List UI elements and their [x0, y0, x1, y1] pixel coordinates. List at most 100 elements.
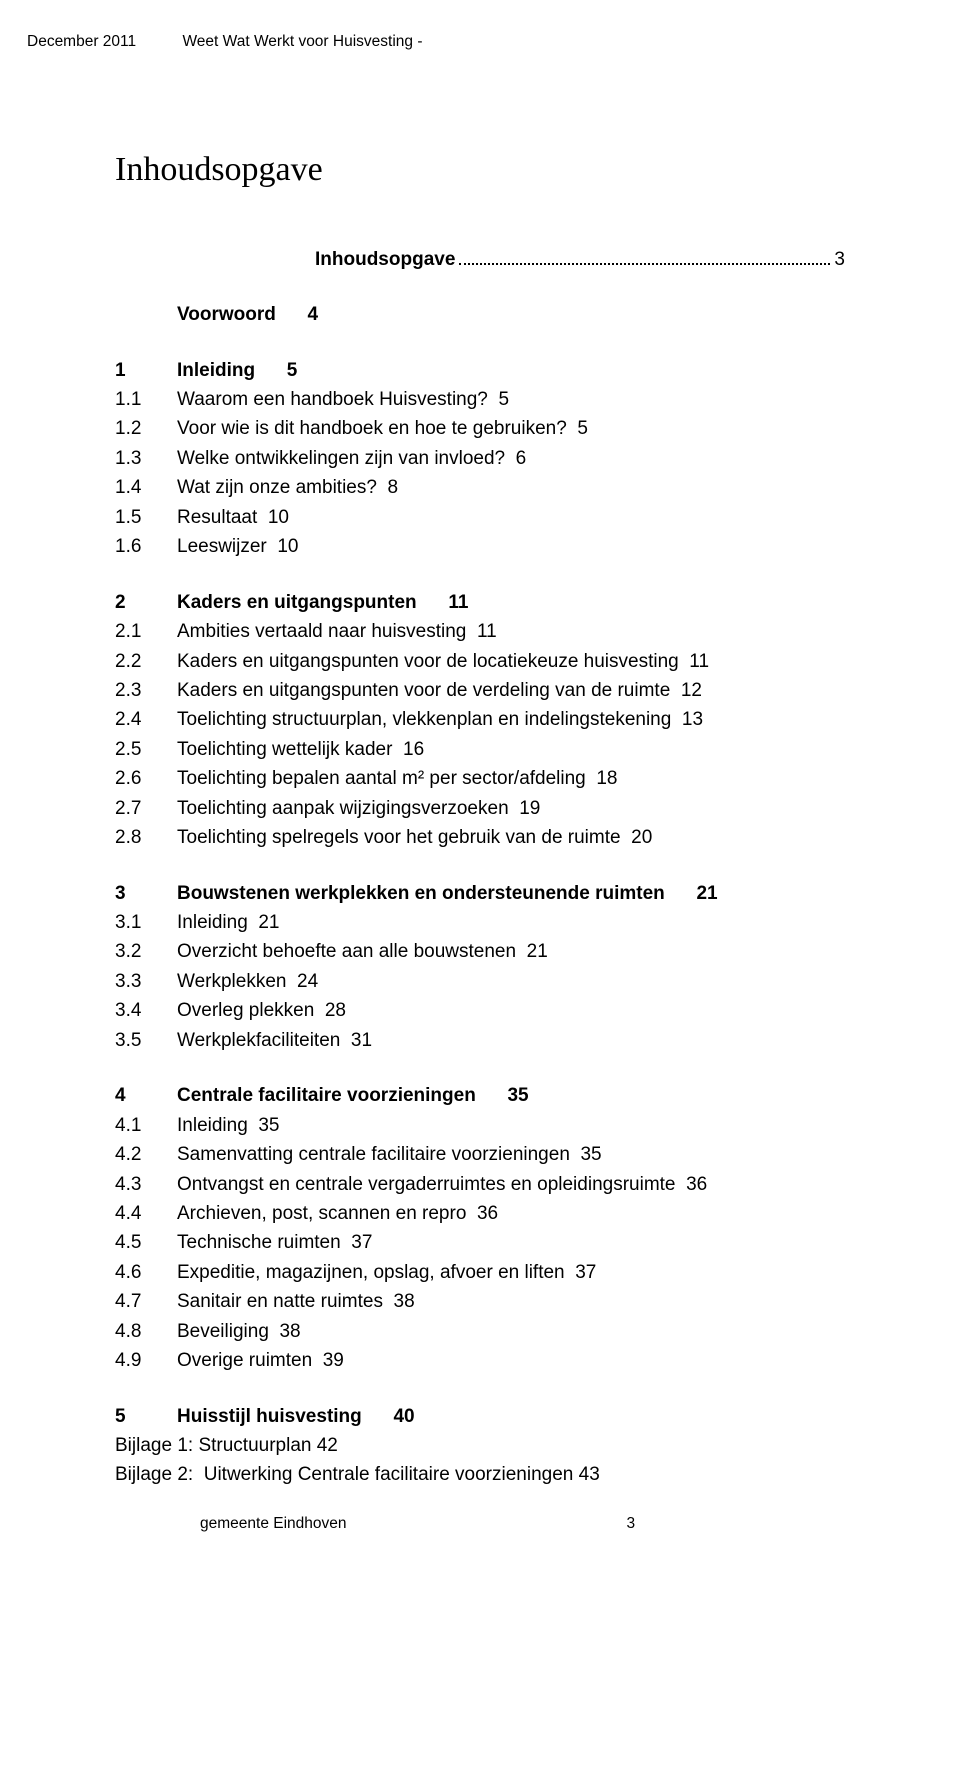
toc-number: 3.3 [115, 967, 177, 996]
toc-page: 11 [477, 617, 497, 646]
toc-page: 39 [323, 1346, 344, 1375]
toc-row: Voorwoord 4 [115, 300, 845, 329]
toc-label: Samenvatting centrale facilitaire voorzi… [177, 1140, 580, 1169]
toc-number: 4.6 [115, 1258, 177, 1287]
toc-label: Werkplekfaciliteiten [177, 1026, 351, 1055]
toc-page: 8 [388, 473, 399, 502]
toc-number: 4.1 [115, 1111, 177, 1140]
toc-self-entry: Inhoudsopgave 3 [315, 245, 845, 274]
toc-page: 31 [351, 1026, 372, 1055]
footer-org: gemeente Eindhoven [200, 1512, 347, 1536]
toc-row: 2.4Toelichting structuurplan, vlekkenpla… [115, 705, 845, 734]
toc-number: 1.6 [115, 532, 177, 561]
toc-page: 28 [325, 996, 346, 1025]
toc-label: Archieven, post, scannen en repro [177, 1199, 477, 1228]
toc-row: 4.4Archieven, post, scannen en repro 36 [115, 1199, 845, 1228]
toc-label: Kaders en uitgangspunten [177, 588, 448, 617]
toc-row: 5Huisstijl huisvesting 40 [115, 1402, 845, 1431]
toc-page: 24 [297, 967, 318, 996]
toc-label: Centrale facilitaire voorzieningen [177, 1081, 507, 1110]
toc-number: 1.3 [115, 444, 177, 473]
toc-row: 3.3Werkplekken 24 [115, 967, 845, 996]
toc-label: Voorwoord [177, 300, 308, 329]
toc-label: Overleg plekken [177, 996, 325, 1025]
toc-page: 36 [686, 1170, 707, 1199]
toc-page: 42 [317, 1431, 338, 1460]
toc-number [115, 300, 177, 329]
toc-label: Bouwstenen werkplekken en ondersteunende… [177, 879, 696, 908]
toc-row: 4.5Technische ruimten 37 [115, 1228, 845, 1257]
toc-label: Bijlage 2: Uitwerking Centrale facilitai… [115, 1460, 579, 1489]
toc-page: 5 [577, 414, 588, 443]
toc-number: 2.4 [115, 705, 177, 734]
toc-number: 4.4 [115, 1199, 177, 1228]
toc-page: 35 [580, 1140, 601, 1169]
toc-row: 4.3Ontvangst en centrale vergaderruimtes… [115, 1170, 845, 1199]
toc-label: Expeditie, magazijnen, opslag, afvoer en… [177, 1258, 575, 1287]
toc-label: Welke ontwikkelingen zijn van invloed? [177, 444, 516, 473]
toc-label: Wat zijn onze ambities? [177, 473, 388, 502]
toc-number: 1.1 [115, 385, 177, 414]
toc-number: 4.7 [115, 1287, 177, 1316]
toc-label: Technische ruimten [177, 1228, 351, 1257]
toc-self-page: 3 [834, 245, 845, 274]
toc-number: 3.5 [115, 1026, 177, 1055]
toc-label: Overzicht behoefte aan alle bouwstenen [177, 937, 527, 966]
toc-page: 5 [498, 385, 509, 414]
toc-row: 1.3Welke ontwikkelingen zijn van invloed… [115, 444, 845, 473]
toc-row: 2.8Toelichting spelregels voor het gebru… [115, 823, 845, 852]
section-break [115, 1376, 845, 1402]
toc-row: 1.4Wat zijn onze ambities? 8 [115, 473, 845, 502]
toc-number: 1 [115, 356, 177, 385]
toc-row: 3.4Overleg plekken 28 [115, 996, 845, 1025]
toc-number: 1.2 [115, 414, 177, 443]
toc-page: 20 [631, 823, 652, 852]
toc-number: 5 [115, 1402, 177, 1431]
toc-page: 38 [394, 1287, 415, 1316]
toc-row: 2.2Kaders en uitgangspunten voor de loca… [115, 647, 845, 676]
toc-number: 3.2 [115, 937, 177, 966]
toc-row: 4.6Expeditie, magazijnen, opslag, afvoer… [115, 1258, 845, 1287]
toc-page: 12 [681, 676, 702, 705]
toc-label: Sanitair en natte ruimtes [177, 1287, 394, 1316]
toc-number: 3 [115, 879, 177, 908]
toc-number: 4.5 [115, 1228, 177, 1257]
toc-row: 3.5Werkplekfaciliteiten 31 [115, 1026, 845, 1055]
toc-page: 18 [596, 764, 617, 793]
toc-label: Inleiding [177, 1111, 258, 1140]
toc-number: 1.4 [115, 473, 177, 502]
toc-number: 4.9 [115, 1346, 177, 1375]
toc-number: 2.3 [115, 676, 177, 705]
toc-self-label: Inhoudsopgave [315, 245, 455, 274]
toc-label: Inleiding [177, 356, 287, 385]
header-title: Weet Wat Werkt voor Huisvesting - [182, 33, 422, 50]
toc-number: 3.4 [115, 996, 177, 1025]
toc-page: 35 [258, 1111, 279, 1140]
toc-label: Kaders en uitgangspunten voor de locatie… [177, 647, 689, 676]
toc-row: 3.2Overzicht behoefte aan alle bouwstene… [115, 937, 845, 966]
toc-label: Toelichting structuurplan, vlekkenplan e… [177, 705, 682, 734]
toc-label: Overige ruimten [177, 1346, 323, 1375]
toc-row: 4Centrale facilitaire voorzieningen 35 [115, 1081, 845, 1110]
toc-row: 3.1Inleiding 21 [115, 908, 845, 937]
footer-pagenum: 3 [627, 1512, 636, 1536]
toc-row: 2.7Toelichting aanpak wijzigingsverzoeke… [115, 794, 845, 823]
toc-number: 2.1 [115, 617, 177, 646]
section-break [115, 562, 845, 588]
toc-page: 35 [507, 1081, 528, 1110]
toc-number: 4 [115, 1081, 177, 1110]
toc-label: Kaders en uitgangspunten voor de verdeli… [177, 676, 681, 705]
toc-label: Voor wie is dit handboek en hoe te gebru… [177, 414, 577, 443]
section-break [115, 330, 845, 356]
toc-page: 13 [682, 705, 703, 734]
section-break [115, 1055, 845, 1081]
section-break [115, 274, 845, 300]
toc-body: Voorwoord 41Inleiding 51.1Waarom een han… [115, 274, 845, 1490]
toc-row: 4.1Inleiding 35 [115, 1111, 845, 1140]
toc-number: 3.1 [115, 908, 177, 937]
toc-page: 37 [351, 1228, 372, 1257]
toc-label: Ambities vertaald naar huisvesting [177, 617, 477, 646]
toc-page: 4 [308, 300, 319, 329]
toc-page: 21 [258, 908, 279, 937]
toc-page: 10 [277, 532, 298, 561]
